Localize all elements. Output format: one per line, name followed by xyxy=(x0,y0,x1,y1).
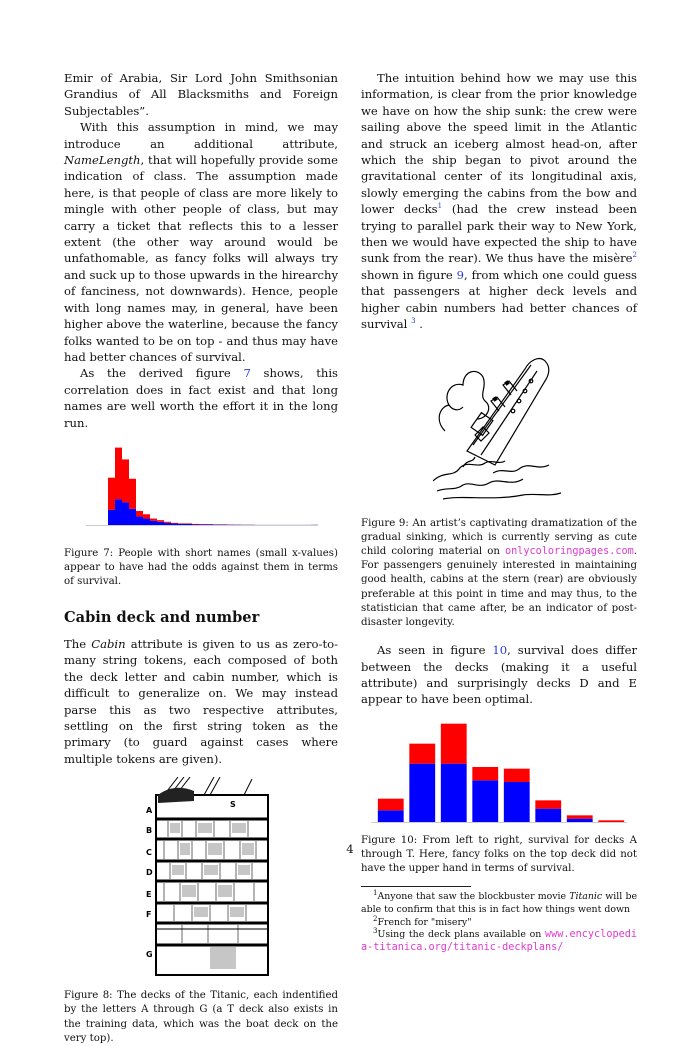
bar-segment xyxy=(409,763,435,821)
bar-segment xyxy=(108,478,115,510)
left-paragraph-2: With this assumption in mind, we may int… xyxy=(64,119,338,365)
footnote-1: 1Anyone that saw the blockbuster movie T… xyxy=(361,891,637,916)
deck-label-d: D xyxy=(146,868,153,877)
bar-segment xyxy=(150,518,157,520)
footnote-3: 3Using the deck plans available on www.e… xyxy=(361,929,637,954)
bar-segment xyxy=(157,520,164,522)
right-column: The intuition behind how we may use this… xyxy=(361,70,637,954)
figure-7-chart xyxy=(86,439,318,527)
bar-segment xyxy=(157,522,164,525)
bar-segment xyxy=(164,523,171,525)
bar-segment xyxy=(136,511,143,516)
cabin-attribute: Cabin xyxy=(91,637,125,651)
bar-segment xyxy=(185,523,192,524)
deck-label-f: F xyxy=(146,910,151,919)
bar-segment xyxy=(129,479,136,509)
bar-segment xyxy=(108,510,115,525)
bar-segment xyxy=(164,522,171,523)
deck-label-a: A xyxy=(146,806,153,815)
left-column: Emir of Arabia, Sir Lord John Smithsonia… xyxy=(64,70,338,1046)
bar-segment xyxy=(178,524,185,525)
figure-9 xyxy=(433,341,637,503)
bar-segment xyxy=(192,524,199,525)
bar-segment xyxy=(185,524,192,525)
bar-segment xyxy=(535,808,561,821)
bar-segment xyxy=(441,723,467,763)
bar-segment xyxy=(143,518,150,524)
figure-9-ref-link[interactable]: 9 xyxy=(457,268,464,282)
bar-segment xyxy=(178,523,185,524)
bar-segment xyxy=(192,524,199,525)
onlycoloringpages-link[interactable]: onlycoloringpages.com xyxy=(505,546,634,557)
bar-segment xyxy=(409,743,435,763)
figure-8-caption: Figure 8: The decks of the Titanic, each… xyxy=(64,989,338,1046)
figure-10 xyxy=(371,722,637,826)
deck-label-g: G xyxy=(146,950,153,959)
footnote-2-marker[interactable]: 2 xyxy=(633,252,637,260)
bar-segment xyxy=(115,448,122,500)
bar-segment xyxy=(122,459,129,502)
bar-segment xyxy=(206,524,213,525)
bar-segment xyxy=(129,509,136,525)
bar-segment xyxy=(171,523,178,524)
bar-segment xyxy=(441,763,467,821)
bar-segment xyxy=(504,768,530,781)
bar-segment xyxy=(535,800,561,808)
bar-segment xyxy=(378,810,404,822)
bar-segment xyxy=(504,782,530,822)
namelength-attribute: NameLength xyxy=(64,153,141,167)
bar-segment xyxy=(567,815,593,818)
figure-7 xyxy=(86,439,338,527)
right-paragraph-1: The intuition behind how we may use this… xyxy=(361,70,637,333)
bar-segment xyxy=(150,521,157,525)
bar-segment xyxy=(567,818,593,821)
figure-7-caption: Figure 7: People with short names (small… xyxy=(64,547,338,590)
right-paragraph-2: As seen in figure 10, survival does diff… xyxy=(361,642,637,708)
deck-label-b: B xyxy=(146,826,152,835)
figure-7-ref-link[interactable]: 7 xyxy=(243,366,250,380)
left-paragraph-3: As the derived figure 7 shows, this corr… xyxy=(64,365,338,431)
section-heading: Cabin deck and number xyxy=(64,610,338,626)
footnote-rule xyxy=(361,886,471,887)
figure-10-ref-link[interactable]: 10 xyxy=(492,643,507,657)
deck-label-e: E xyxy=(146,890,151,899)
bar-segment xyxy=(171,523,178,525)
deck-label-s: S xyxy=(230,800,236,809)
bar-segment xyxy=(598,820,624,822)
titanic-deck-plan-drawing: A B C D E F G S xyxy=(134,777,272,977)
footnote-2: 2French for "misery" xyxy=(361,917,637,930)
bar-segment xyxy=(136,516,143,525)
left-paragraph-1: Emir of Arabia, Sir Lord John Smithsonia… xyxy=(64,70,338,119)
bar-segment xyxy=(143,514,150,518)
bar-segment xyxy=(378,798,404,810)
figure-10-chart xyxy=(371,722,627,826)
bar-segment xyxy=(115,499,122,525)
bar-segment xyxy=(122,502,129,525)
bar-segment xyxy=(472,780,498,822)
figure-9-caption: Figure 9: An artist’s captivating dramat… xyxy=(361,517,637,631)
figure-8: A B C D E F G S xyxy=(134,777,338,977)
sinking-ship-illustration xyxy=(433,341,565,503)
bar-segment xyxy=(472,767,498,780)
page-number: 4 xyxy=(0,842,700,856)
left-paragraph-4: The Cabin attribute is given to us as ze… xyxy=(64,636,338,767)
bar-segment xyxy=(199,524,206,525)
